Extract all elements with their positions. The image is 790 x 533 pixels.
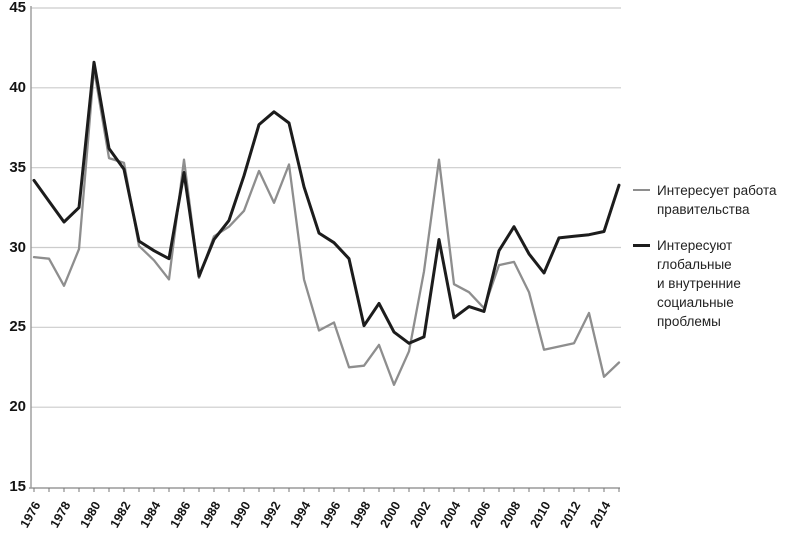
legend-label-line: социальные xyxy=(657,295,734,310)
legend-label: Интересуют глобальные и внутренние социальн… xyxy=(657,236,741,331)
y-axis-label-35: 35 xyxy=(9,158,26,176)
legend-label: Интересует работа правительства xyxy=(657,181,777,219)
legend-label-line: глобальные xyxy=(657,257,732,272)
legend-label-line: Интересует работа xyxy=(657,183,777,198)
chart-legend: Интересует работа правительства Интересуют… xyxy=(633,0,789,533)
legend-line-sample-icon xyxy=(633,189,650,191)
y-axis-label-20: 20 xyxy=(9,398,26,416)
legend-line-sample-icon xyxy=(633,244,650,247)
y-axis-label-30: 30 xyxy=(9,238,26,256)
legend-entry-social-problems: Интересуют глобальные и внутренние социальн… xyxy=(633,236,741,331)
y-axis-label-45: 45 xyxy=(9,0,26,17)
series-line-government-work xyxy=(32,67,621,386)
legend-entry-government-work: Интересует работа правительства xyxy=(633,181,777,219)
legend-label-line: проблемы xyxy=(657,314,721,329)
y-axis-label-15: 15 xyxy=(9,478,26,496)
legend-label-line: Интересуют xyxy=(657,238,733,253)
legend-label-line: и внутренние xyxy=(657,276,741,291)
series-line-social-problems xyxy=(32,60,621,345)
y-axis-label-40: 40 xyxy=(9,78,26,96)
legend-label-line: правительства xyxy=(657,202,750,217)
y-axis-label-25: 25 xyxy=(9,318,26,336)
